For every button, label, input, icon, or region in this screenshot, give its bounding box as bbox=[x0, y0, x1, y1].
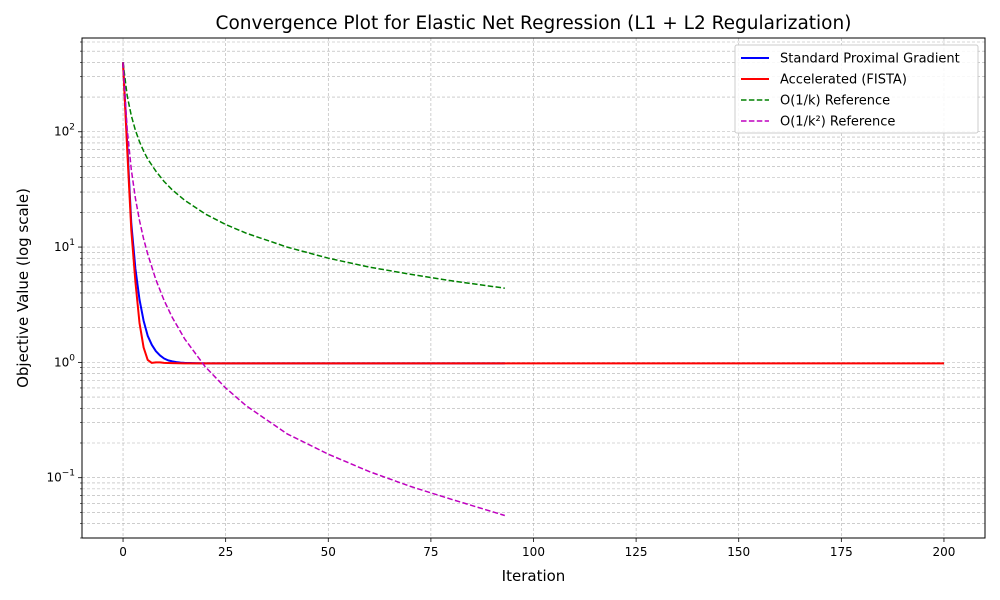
x-tick-label: 100 bbox=[522, 545, 545, 559]
x-tick-label: 175 bbox=[830, 545, 853, 559]
x-tick-label: 50 bbox=[321, 545, 336, 559]
x-tick-label: 150 bbox=[727, 545, 750, 559]
x-tick-label: 125 bbox=[625, 545, 648, 559]
y-axis-title: Objective Value (log scale) bbox=[14, 188, 32, 388]
x-tick-label: 200 bbox=[933, 545, 956, 559]
y-tick-base: 10 bbox=[54, 125, 69, 139]
legend-box bbox=[734, 44, 979, 134]
y-tick-exponent: 2 bbox=[69, 123, 75, 133]
plot-series bbox=[122, 62, 944, 517]
legend-label: O(1/k²) Reference bbox=[780, 115, 895, 130]
legend-label: O(1/k) Reference bbox=[780, 94, 890, 109]
legend: Standard Proximal Gradient Accelerated (F… bbox=[734, 44, 979, 134]
y-tick-base: 10 bbox=[54, 240, 69, 254]
y-tick-exponent: 0 bbox=[69, 353, 75, 363]
series-line-o-1-k-reference bbox=[122, 62, 505, 289]
x-tick-label: 25 bbox=[218, 545, 233, 559]
y-tick-base: 10 bbox=[46, 471, 61, 485]
chart-title: Convergence Plot for Elastic Net Regress… bbox=[216, 13, 852, 34]
series-line-o-1-k-reference bbox=[122, 62, 506, 517]
x-tick-label: 0 bbox=[119, 545, 127, 559]
legend-label: Accelerated (FISTA) bbox=[780, 73, 907, 88]
y-tick-label: 102 bbox=[54, 123, 75, 139]
y-tick-label: 10−1 bbox=[46, 469, 75, 485]
x-tick-label: 75 bbox=[423, 545, 438, 559]
y-tick-exponent: −1 bbox=[62, 469, 75, 479]
y-tick-exponent: 1 bbox=[69, 238, 75, 248]
series-line-accelerated-fista bbox=[122, 62, 944, 365]
y-tick-label: 100 bbox=[54, 353, 75, 369]
y-tick-label: 101 bbox=[54, 238, 75, 254]
legend-label: Standard Proximal Gradient bbox=[780, 52, 960, 67]
x-axis-title: Iteration bbox=[502, 567, 566, 585]
y-tick-base: 10 bbox=[54, 355, 69, 369]
